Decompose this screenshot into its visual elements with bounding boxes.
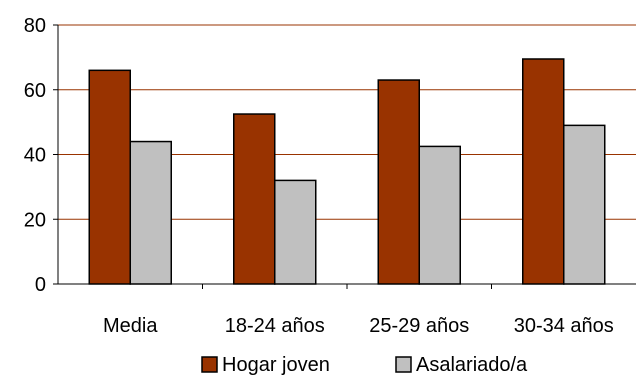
legend-label: Hogar joven <box>222 354 330 376</box>
bar-asalariado-2 <box>418 145 461 285</box>
bar-hogar-joven-3 <box>522 58 565 285</box>
y-tick-label: 60 <box>24 80 46 102</box>
legend-label: Asalariado/a <box>416 354 528 376</box>
x-category-label: 30-34 años <box>514 315 614 337</box>
y-tick-label: 0 <box>35 274 46 296</box>
legend: Hogar joven Asalariado/a <box>201 354 528 376</box>
bar-asalariado-0 <box>129 140 172 285</box>
legend-swatch <box>201 356 218 373</box>
bar-asalariado-1 <box>274 179 317 285</box>
y-tick-label: 20 <box>24 209 46 231</box>
x-category-label: 18-24 años <box>225 315 325 337</box>
x-category-label: Media <box>103 315 158 337</box>
y-tick-label: 40 <box>24 145 46 167</box>
bar-asalariado-3 <box>563 124 606 285</box>
y-axis: 0 20 40 60 80 <box>24 15 59 296</box>
bar-hogar-joven-1 <box>233 113 276 285</box>
x-axis: Media 18-24 años 25-29 años 30-34 años <box>58 283 636 337</box>
y-tick-label: 80 <box>24 15 46 37</box>
x-category-label: 25-29 años <box>369 315 469 337</box>
bars <box>88 58 606 285</box>
bar-hogar-joven-2 <box>377 79 420 285</box>
legend-swatch <box>395 356 412 373</box>
bar-hogar-joven-0 <box>88 69 131 285</box>
